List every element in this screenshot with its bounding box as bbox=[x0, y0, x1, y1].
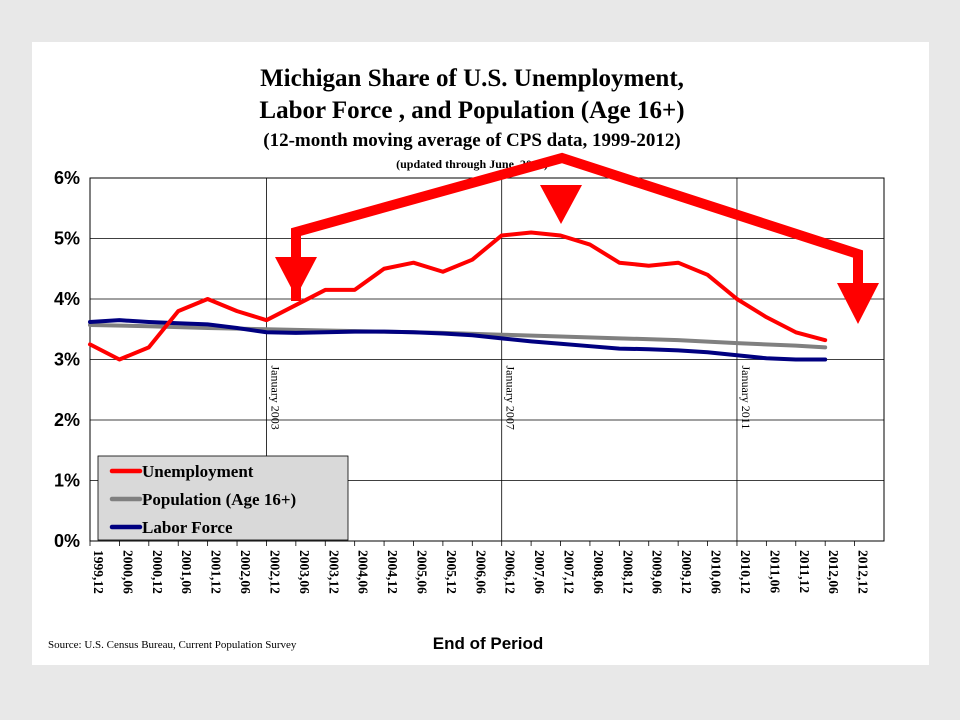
x-tick-label: 2003,06 bbox=[297, 550, 312, 594]
y-tick-label: 0% bbox=[54, 531, 80, 551]
y-tick-label: 2% bbox=[54, 410, 80, 430]
chart-svg: Michigan Share of U.S. Unemployment, Lab… bbox=[48, 65, 885, 653]
legend-entry: Labor Force bbox=[142, 518, 233, 537]
chart-title: Michigan Share of U.S. Unemployment, bbox=[260, 65, 684, 92]
chart-title-line2: Labor Force , and Population (Age 16+) bbox=[259, 97, 684, 124]
arrow-head-middle bbox=[540, 185, 582, 224]
x-tick-label: 2010,06 bbox=[709, 550, 724, 594]
x-tick-label: 2012,12 bbox=[856, 550, 871, 594]
x-tick-label: 2010,12 bbox=[738, 550, 753, 594]
x-tick-label: 2011,12 bbox=[797, 550, 812, 593]
x-tick-label: 2006,06 bbox=[473, 550, 488, 594]
x-tick-label: 2004,12 bbox=[385, 550, 400, 594]
x-tick-label: 2002,12 bbox=[267, 550, 282, 594]
y-tick-label: 3% bbox=[54, 350, 80, 370]
y-tick-label: 6% bbox=[54, 168, 80, 188]
x-tick-label: 2000,12 bbox=[150, 550, 165, 594]
chart-subtitle: (12-month moving average of CPS data, 19… bbox=[263, 130, 680, 151]
x-tick-label: 2001,06 bbox=[179, 550, 194, 594]
x-tick-label: 2005,12 bbox=[444, 550, 459, 594]
series-line-labor-force bbox=[88, 318, 828, 362]
y-tick-label: 5% bbox=[54, 229, 80, 249]
chart-card: Michigan Share of U.S. Unemployment, Lab… bbox=[32, 42, 929, 665]
x-tick-label: 2004,06 bbox=[356, 550, 371, 594]
legend-entry: Population (Age 16+) bbox=[142, 490, 296, 509]
arrow-head-right bbox=[837, 283, 879, 324]
arrow-head-left bbox=[275, 257, 317, 297]
x-tick-label: 2000,06 bbox=[120, 550, 135, 594]
x-tick-label: 2006,12 bbox=[503, 550, 518, 594]
series-line-unemployment bbox=[88, 230, 828, 362]
x-tick-label: 2008,12 bbox=[620, 550, 635, 594]
reference-line-label: January 2003 bbox=[268, 366, 282, 430]
x-tick-label: 1999,12 bbox=[91, 550, 106, 594]
x-tick-label: 2005,06 bbox=[414, 550, 429, 594]
x-tick-label: 2009,06 bbox=[650, 550, 665, 594]
x-axis-label: End of Period bbox=[433, 634, 544, 653]
reference-line-label: January 2011 bbox=[739, 366, 753, 430]
reference-line-label: January 2007 bbox=[504, 366, 518, 430]
x-tick-label: 2008,06 bbox=[591, 550, 606, 594]
x-tick-label: 2001,12 bbox=[209, 550, 224, 594]
y-tick-label: 1% bbox=[54, 471, 80, 491]
source-note: Source: U.S. Census Bureau, Current Popu… bbox=[48, 639, 297, 651]
x-tick-label: 2011,06 bbox=[767, 550, 782, 593]
x-tick-label: 2012,06 bbox=[826, 550, 841, 594]
x-tick-label: 2003,12 bbox=[326, 550, 341, 594]
y-tick-label: 4% bbox=[54, 289, 80, 309]
legend-entry: Unemployment bbox=[142, 462, 254, 481]
x-tick-label: 2009,12 bbox=[679, 550, 694, 594]
arrow-path bbox=[291, 152, 863, 301]
plot-area: 0% 1% 2% 3% 4% 5% 6% 1999,12 2000,06 2000,12 2001,… bbox=[54, 168, 885, 594]
x-tick-label: 2007,06 bbox=[532, 550, 547, 594]
x-tick-label: 2007,12 bbox=[562, 550, 577, 594]
red-arrow-annotation bbox=[275, 152, 879, 324]
x-tick-label: 2002,06 bbox=[238, 550, 253, 594]
